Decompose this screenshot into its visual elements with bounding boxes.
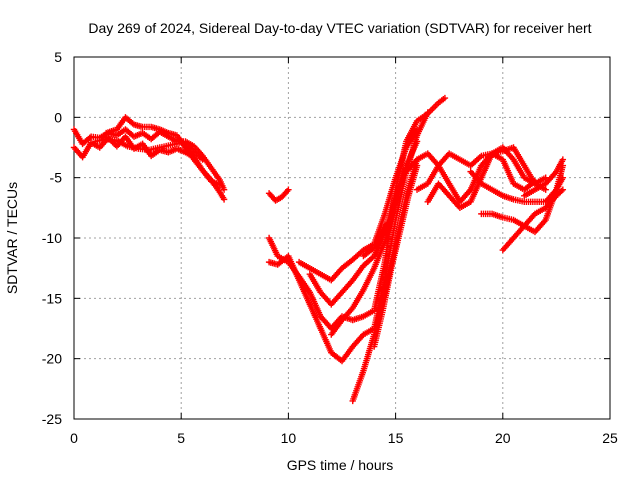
x-tick-label: 20 xyxy=(495,430,511,446)
data-point xyxy=(220,186,228,193)
data-point xyxy=(220,196,228,203)
y-tick-label: 5 xyxy=(54,49,62,65)
series-arc-d7 xyxy=(521,156,567,199)
series-arc-a3 xyxy=(102,114,223,189)
y-tick-label: 0 xyxy=(54,109,62,125)
axis-ticks xyxy=(73,56,611,420)
series-arc-c2 xyxy=(370,162,421,350)
y-tick-label: -5 xyxy=(50,170,63,186)
chart-title: Day 269 of 2024, Sidereal Day-to-day VTE… xyxy=(88,20,591,36)
data-point xyxy=(86,134,93,142)
data-marks xyxy=(70,94,567,405)
data-point xyxy=(559,186,567,193)
x-tick-label: 25 xyxy=(602,430,618,446)
data-point xyxy=(386,217,394,225)
series-arc-d3 xyxy=(424,150,539,212)
data-point xyxy=(559,156,567,163)
data-point xyxy=(542,186,549,193)
data-point xyxy=(216,181,223,189)
data-point xyxy=(199,156,206,163)
y-tick-label: -10 xyxy=(42,230,62,246)
data-point xyxy=(424,109,431,116)
x-axis-label: GPS time / hours xyxy=(287,457,394,473)
data-point xyxy=(413,126,421,133)
series-arc-d5 xyxy=(467,162,567,205)
y-axis-label: SDTVAR / TECUs xyxy=(4,182,20,294)
x-tick-label: 0 xyxy=(70,430,78,446)
data-point xyxy=(413,138,421,145)
data-point xyxy=(558,187,565,195)
series-arc-a4 xyxy=(92,135,206,163)
x-tick-label: 10 xyxy=(281,430,297,446)
x-tick-label: 15 xyxy=(388,430,404,446)
data-point xyxy=(531,178,539,185)
tick-labels: 0 5 10 15 20 25 -25 -20 -15 -10 -5 0 5 xyxy=(42,49,618,446)
series-arc-b1 xyxy=(265,186,292,204)
x-tick-label: 5 xyxy=(177,430,185,446)
data-point xyxy=(388,216,395,224)
series-arc-d6 xyxy=(499,186,567,254)
y-tick-label: -20 xyxy=(42,351,62,367)
data-point xyxy=(285,186,292,193)
series-arc-b6 xyxy=(328,164,410,338)
y-tick-label: -15 xyxy=(42,290,62,306)
series-arc-a1 xyxy=(70,126,228,193)
series-arc-c3 xyxy=(360,216,395,260)
y-tick-label: -25 xyxy=(42,411,62,427)
data-point xyxy=(441,94,449,102)
